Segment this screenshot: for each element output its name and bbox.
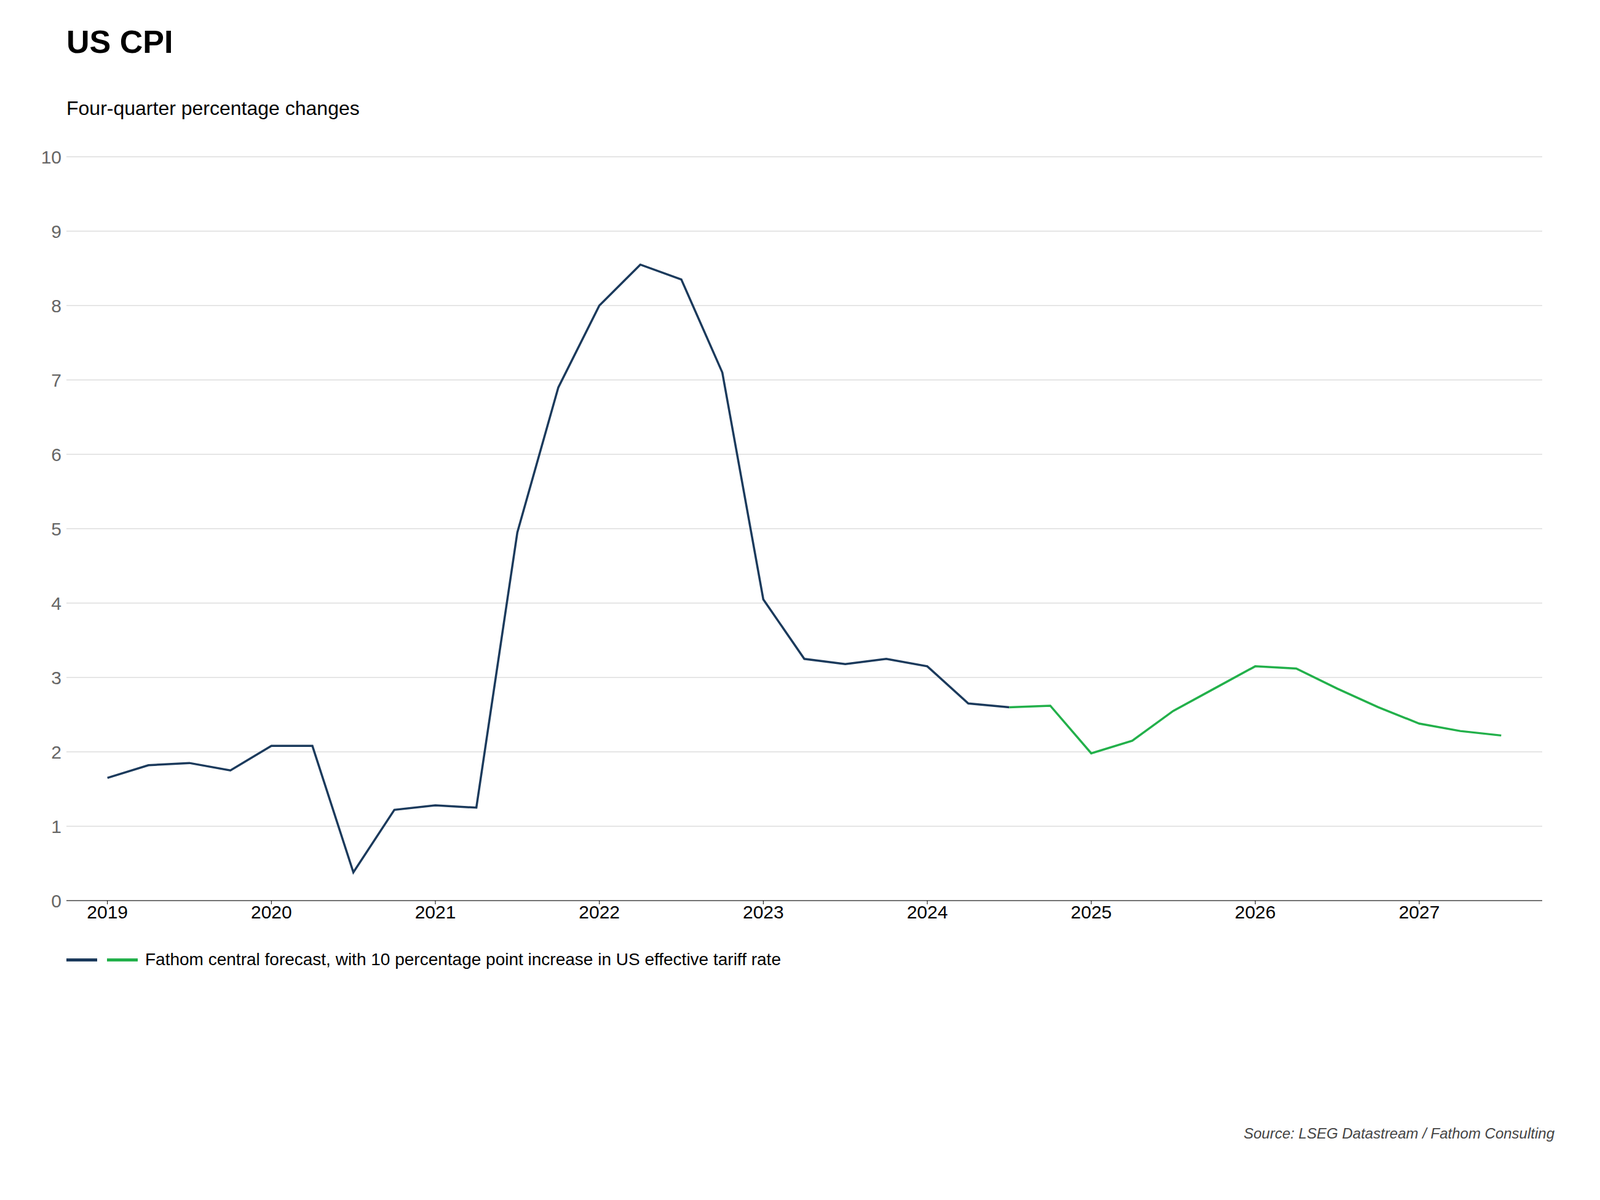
- svg-text:2023: 2023: [742, 902, 785, 923]
- svg-text:10: 10: [41, 146, 62, 168]
- svg-text:2025: 2025: [1070, 902, 1112, 923]
- html-text:Fathom central forecast, with: Fathom central forecast, with 10 percent…: [145, 950, 781, 970]
- svg-text:2: 2: [51, 742, 62, 763]
- svg-text:3: 3: [51, 667, 62, 689]
- html-text:US CPI: US CPI: [66, 23, 174, 60]
- svg-text:2026: 2026: [1234, 902, 1276, 923]
- svg-text:2022: 2022: [578, 902, 620, 923]
- svg-text:2020: 2020: [250, 902, 293, 923]
- svg-text:7: 7: [51, 370, 62, 391]
- svg-text:2027: 2027: [1398, 902, 1441, 923]
- svg-text:6: 6: [51, 444, 62, 465]
- svg-text:5: 5: [51, 518, 62, 540]
- svg-text:4: 4: [51, 593, 62, 614]
- svg-text:2019: 2019: [86, 902, 128, 923]
- svg-text:0: 0: [51, 891, 62, 912]
- html-text:Four-quarter percentage change: Four-quarter percentage changes: [66, 97, 360, 120]
- svg-text:2024: 2024: [906, 902, 949, 923]
- html-text:Source: LSEG Datastream / Fath: Source: LSEG Datastream / Fathom Consult…: [1243, 1125, 1555, 1142]
- svg-text:2021: 2021: [415, 902, 457, 923]
- svg-text:8: 8: [51, 295, 62, 317]
- svg-text:1: 1: [51, 816, 62, 837]
- svg-text:9: 9: [51, 221, 62, 242]
